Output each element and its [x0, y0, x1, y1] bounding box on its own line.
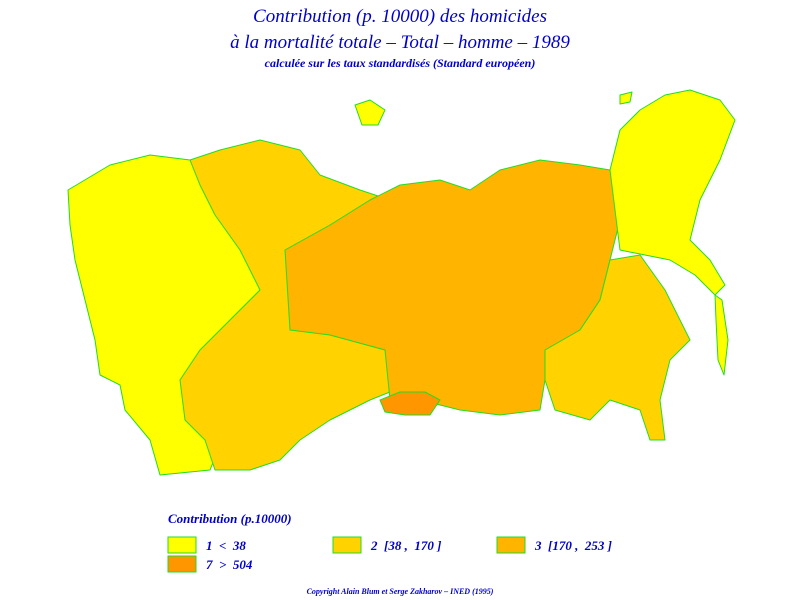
- region-sakhalin: [714, 294, 729, 376]
- legend-title: Contribution (p.10000): [168, 511, 292, 526]
- legend-label: 3 [170 , 253 ]: [534, 538, 612, 553]
- region-chukotka-islands: [619, 91, 633, 105]
- legend-label: 2 [38 , 170 ]: [370, 538, 441, 553]
- copyright: Copyright Alain Blum et Serge Zakharov –…: [307, 587, 494, 596]
- title-line-2: à la mortalité totale – Total – homme – …: [230, 32, 570, 53]
- legend: 1 < 38 2 [38 , 170 ] 3 [170 , 253 ] 7 > 504: [167, 536, 612, 573]
- region-novaya-zemlya: [354, 99, 386, 126]
- map: [67, 89, 736, 476]
- legend-label: 1 < 38: [206, 538, 246, 553]
- region-tuva: [379, 391, 441, 416]
- legend-swatch: [167, 536, 197, 554]
- subtitle: calculée sur les taux standardisés (Stan…: [265, 56, 536, 70]
- region-south-east: [544, 254, 691, 441]
- legend-label: 7 > 504: [206, 557, 253, 572]
- title-line-1: Contribution (p. 10000) des homicides: [253, 6, 547, 27]
- legend-swatch: [332, 536, 362, 554]
- region-far-east: [609, 89, 736, 296]
- legend-swatch: [496, 536, 526, 554]
- legend-swatch: [167, 555, 197, 573]
